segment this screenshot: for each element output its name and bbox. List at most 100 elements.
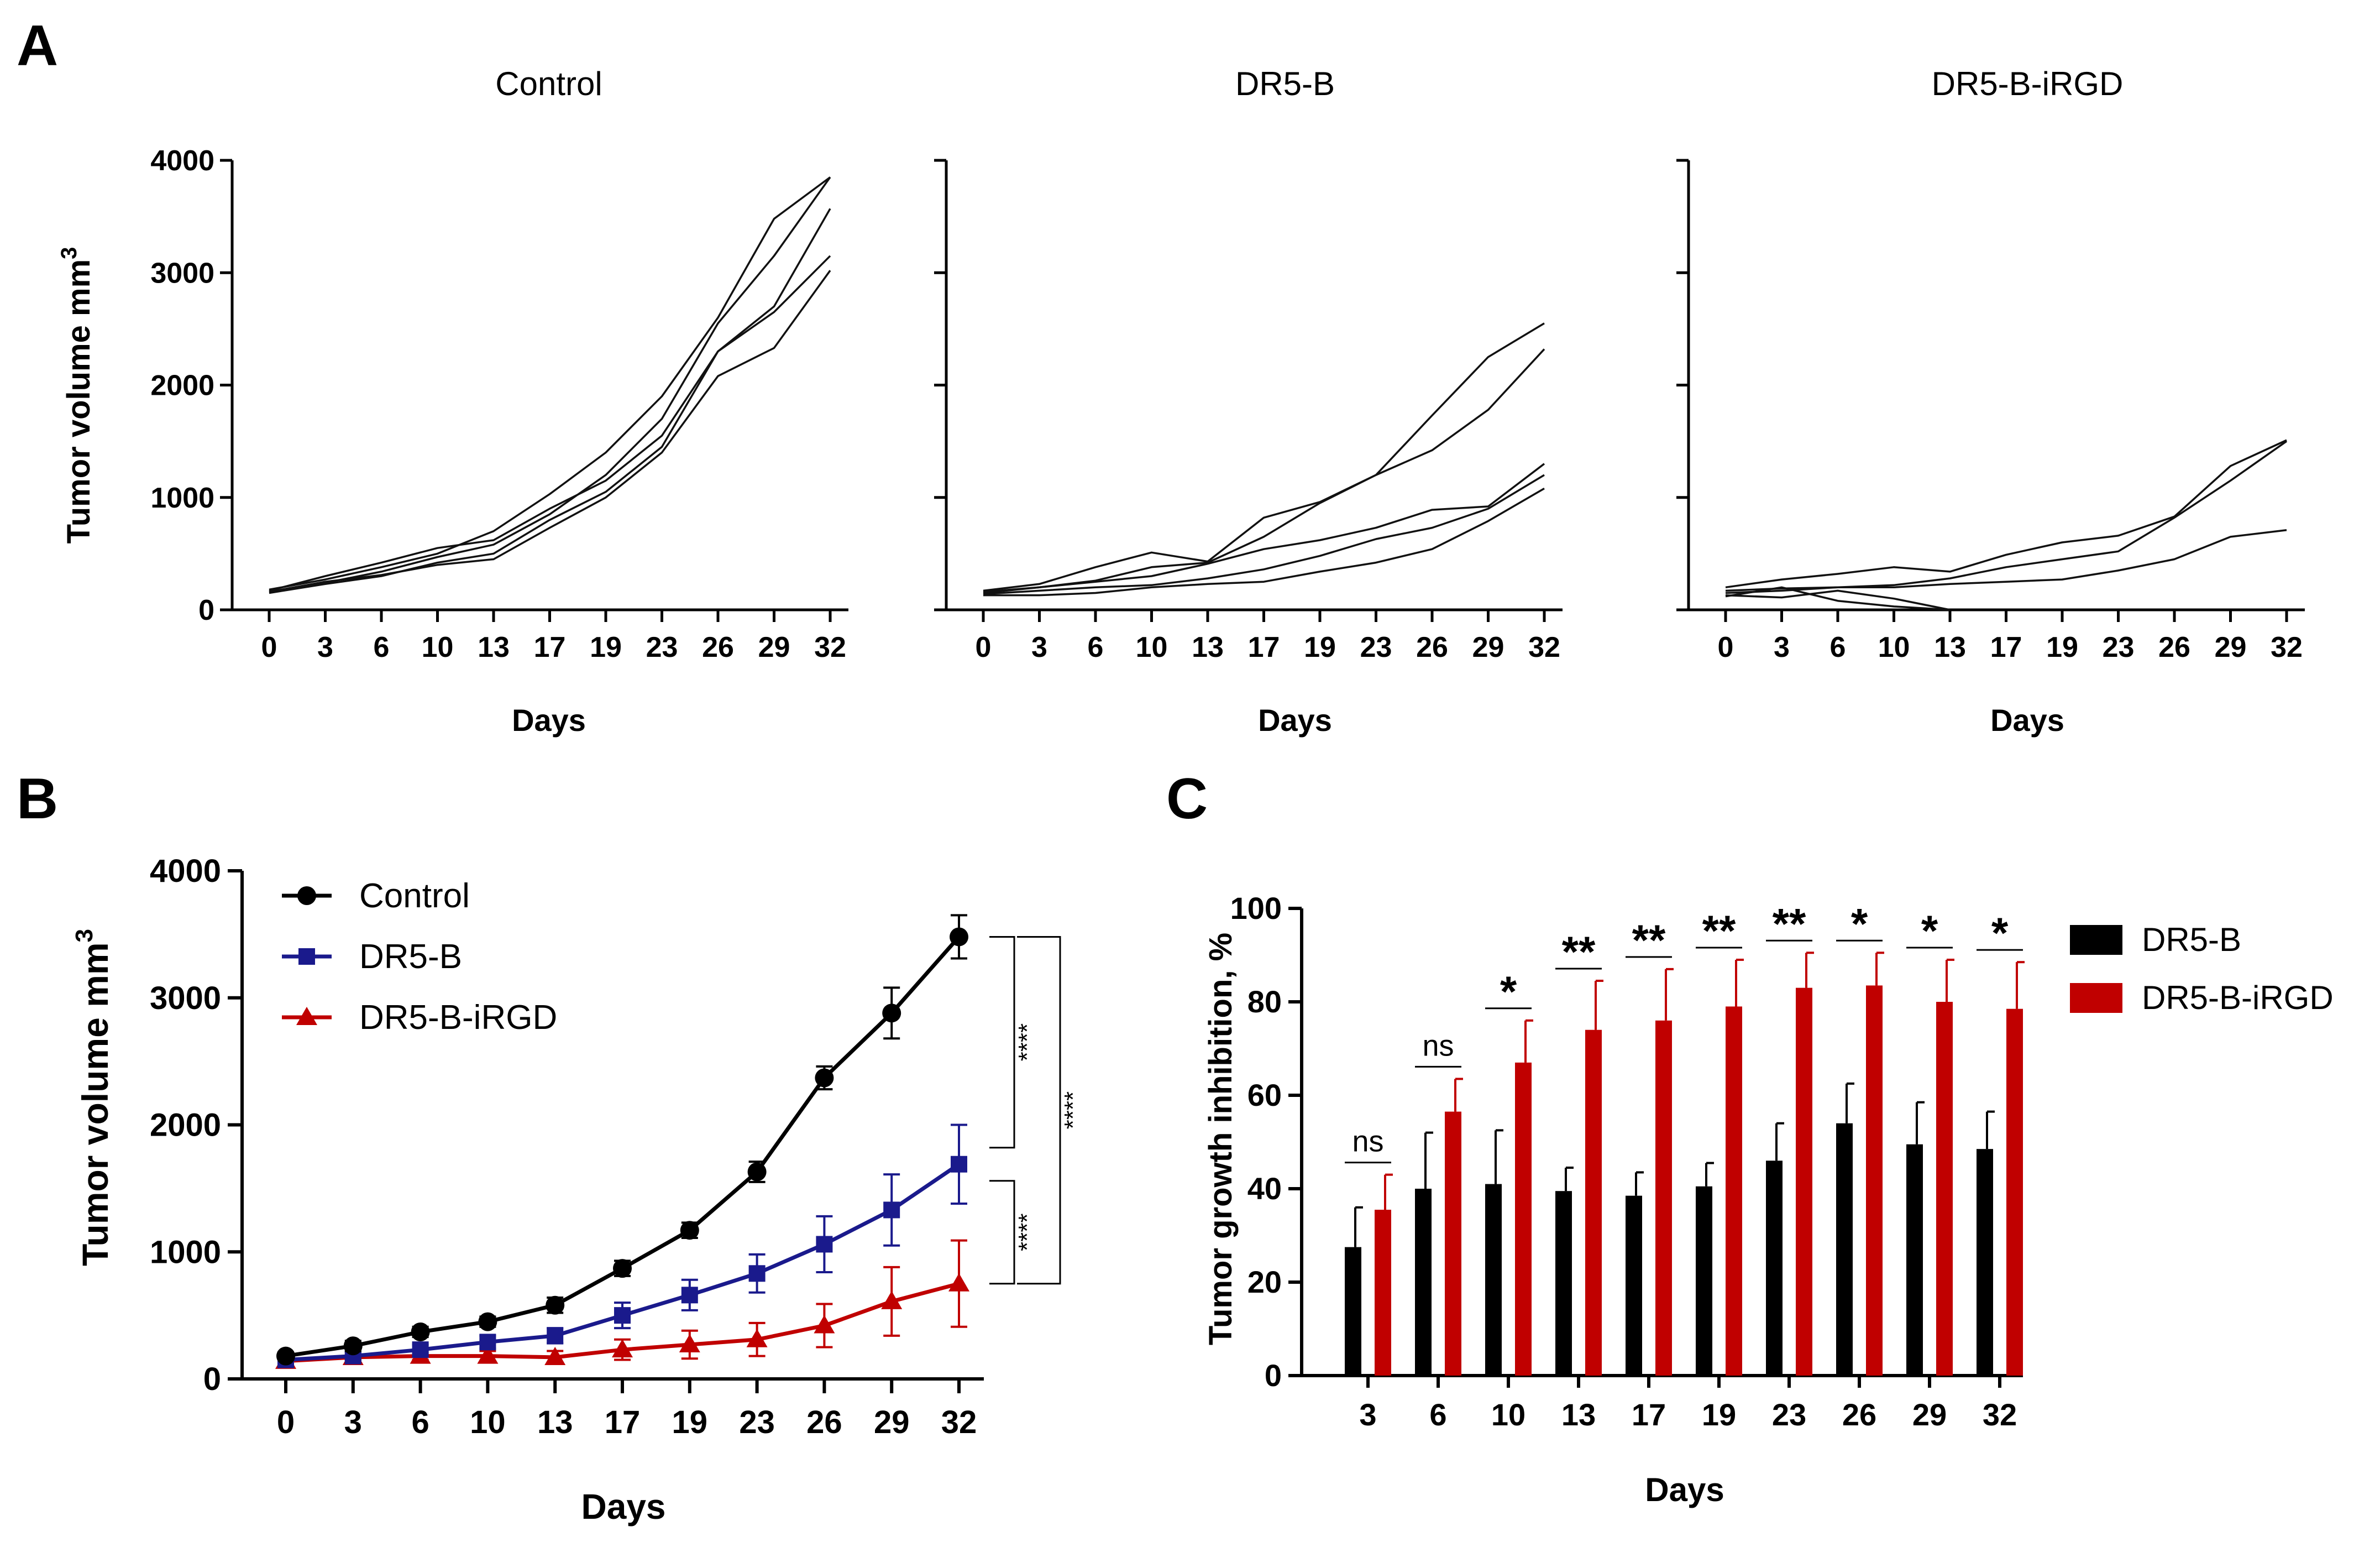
y-tick-label: 0	[203, 1361, 221, 1397]
x-tick-label: 3	[344, 1404, 362, 1440]
x-tick-label: 6	[1830, 631, 1846, 663]
series-line-2	[1725, 440, 2288, 592]
x-tick-label: 3	[1031, 631, 1047, 663]
x-axis-label: Days	[581, 1487, 666, 1527]
bar	[1726, 1006, 1742, 1376]
y-axis-label: Tumor growth inhibition, %	[1203, 933, 1239, 1345]
bar	[2006, 1008, 2023, 1376]
series-line-4	[269, 255, 831, 594]
x-tick-label: 26	[1842, 1397, 1876, 1432]
data-point	[679, 1334, 700, 1352]
significance-label: *	[1851, 899, 1868, 948]
significance-label: **	[1773, 899, 1806, 948]
x-tick-label: 19	[1702, 1397, 1736, 1432]
bar-series-dr5-b-irgd	[1375, 952, 2025, 1376]
x-tick-label: 23	[1360, 631, 1392, 663]
bar	[1515, 1062, 1532, 1376]
legend-marker	[297, 886, 316, 905]
panel-a-dr5b-plot: DR5-B Days 0 3 6 10 13 17 19 23 26 29 32	[934, 65, 1563, 738]
x-tick-label: 6	[411, 1404, 429, 1440]
x-tick-label: 32	[814, 631, 846, 663]
x-tick-label: 19	[672, 1404, 708, 1440]
x-tick-label: 23	[646, 631, 678, 663]
x-axis-label: Days	[512, 703, 586, 738]
x-tick-label: 10	[470, 1404, 506, 1440]
legend-marker	[296, 1007, 317, 1025]
y-tick-label: 2000	[150, 1107, 221, 1143]
x-tick-label: 26	[702, 631, 734, 663]
bar	[1977, 1149, 1993, 1376]
series-dr5-b	[277, 1123, 967, 1368]
x-tick-label: 10	[422, 631, 454, 663]
x-tick-label: 32	[1528, 631, 1560, 663]
legend-swatch	[2070, 925, 2122, 955]
data-point	[815, 1068, 834, 1088]
y-tick-label: 60	[1247, 1078, 1282, 1112]
significance-label: *	[1500, 967, 1517, 1016]
series-line-1	[269, 176, 831, 591]
data-point	[951, 1156, 967, 1173]
series-line-5	[983, 487, 1545, 597]
data-point	[681, 1287, 698, 1304]
x-tick-label: 29	[758, 631, 790, 663]
x-tick-label: 0	[261, 631, 277, 663]
data-point	[948, 1273, 969, 1292]
series-line-5	[1725, 586, 1951, 611]
x-tick-label: 23	[1772, 1397, 1806, 1432]
x-tick-label: 10	[1491, 1397, 1525, 1432]
significance-label: ****	[1060, 1091, 1087, 1130]
bar	[1906, 1144, 1923, 1376]
y-tick-label: 2000	[150, 370, 214, 402]
y-tick-label: 4000	[150, 853, 221, 889]
plot-title-dr5b: DR5-B	[1235, 65, 1335, 102]
significance-label: ****	[1014, 1213, 1041, 1251]
x-axis-label: Days	[1645, 1471, 1724, 1508]
x-tick-label: 0	[277, 1404, 295, 1440]
bar	[1626, 1195, 1642, 1376]
data-point	[544, 1346, 566, 1365]
legend-label: DR5-B-iRGD	[2142, 979, 2334, 1016]
series-line-5	[269, 270, 831, 593]
series-line-4	[1725, 589, 1951, 611]
series-line-3	[269, 208, 831, 592]
bar	[1696, 1186, 1712, 1376]
y-axis-label-superscript: 3	[71, 929, 98, 942]
x-tick-label: 17	[1632, 1397, 1666, 1432]
y-tick-label: 100	[1230, 891, 1282, 926]
bracket-control-irgd	[1017, 935, 1061, 1285]
bar	[1415, 1189, 1432, 1376]
series-line-3	[983, 463, 1545, 593]
x-tick-label: 13	[537, 1404, 573, 1440]
x-tick-label: 19	[590, 631, 622, 663]
bar	[1375, 1210, 1391, 1376]
x-tick-label: 32	[941, 1404, 977, 1440]
x-tick-label: 26	[806, 1404, 842, 1440]
panel-a-dr5b-irgd-plot: DR5-B-iRGD Days 0 3 6 10 13 17 19 23 26 29 32	[1676, 65, 2305, 738]
legend-swatch	[2070, 983, 2122, 1013]
y-axis-label: Tumor volume mm3	[57, 247, 97, 544]
x-tick-label: 10	[1136, 631, 1168, 663]
bar	[1836, 1123, 1853, 1376]
bar	[1936, 1002, 1953, 1376]
panel-b-mean-tumor-volume-plot: Tumor volume mm3 Days 010002000300040000…	[71, 853, 1087, 1527]
x-tick-label: 17	[1248, 631, 1280, 663]
series-line-2	[269, 176, 831, 593]
y-tick-label: 3000	[150, 980, 221, 1016]
x-tick-label: 32	[2271, 631, 2303, 663]
x-tick-label: 26	[1416, 631, 1448, 663]
significance-label: ns	[1422, 1029, 1454, 1062]
data-point	[950, 927, 968, 947]
x-tick-label: 0	[976, 631, 992, 663]
x-tick-label: 6	[374, 631, 390, 663]
y-tick-label: 40	[1247, 1171, 1282, 1206]
data-point	[747, 1162, 767, 1182]
legend-label: DR5-B	[2142, 921, 2241, 958]
x-tick-label: 23	[2103, 631, 2135, 663]
x-tick-label: 6	[1429, 1397, 1446, 1432]
data-point	[746, 1329, 768, 1347]
panel-a-control-plot: Control Tumor volume mm3 Days 0100020003…	[57, 65, 848, 738]
panel-c-growth-inhibition-bar-chart: Tumor growth inhibition, % Days 0 20 40 60 8…	[1203, 891, 2334, 1508]
x-tick-label: 13	[1561, 1397, 1596, 1432]
y-tick-label: 1000	[150, 1234, 221, 1270]
